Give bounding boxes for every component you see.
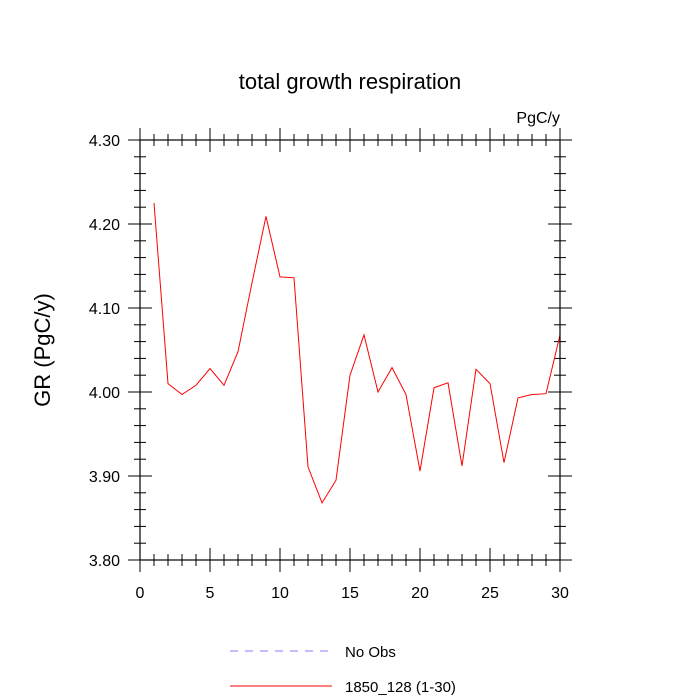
legend-label: No Obs: [345, 644, 396, 661]
y-tick-label: 4.30: [89, 133, 120, 150]
x-tick-label: 10: [271, 585, 289, 602]
x-tick-label: 30: [551, 585, 569, 602]
y-tick-label: 4.20: [89, 217, 120, 234]
major-ticks: [128, 128, 572, 572]
x-tick-label: 5: [206, 585, 215, 602]
chart-title: total growth respiration: [239, 69, 462, 94]
x-tick-labels: 0 5 10 15 20 25 30: [136, 585, 569, 602]
plot-frame: [139, 139, 561, 561]
units-label: PgC/y: [516, 110, 560, 127]
x-tick-label: 15: [341, 585, 359, 602]
minor-ticks: [134, 134, 566, 566]
y-tick-label: 3.80: [89, 553, 120, 570]
y-tick-label: 4.00: [89, 385, 120, 402]
y-axis-label: GR (PgC/y): [30, 293, 55, 407]
legend: No Obs 1850_128 (1-30): [230, 644, 456, 696]
series-layer: [153, 202, 561, 505]
y-tick-label: 3.90: [89, 469, 120, 486]
x-tick-label: 25: [481, 585, 499, 602]
x-tick-label: 20: [411, 585, 429, 602]
x-tick-label: 0: [136, 585, 145, 602]
series-line: [153, 202, 561, 505]
y-tick-label: 4.10: [89, 301, 120, 318]
legend-label: 1850_128 (1-30): [345, 679, 456, 696]
y-tick-labels: 3.80 3.90 4.00 4.10 4.20 4.30: [89, 133, 120, 570]
